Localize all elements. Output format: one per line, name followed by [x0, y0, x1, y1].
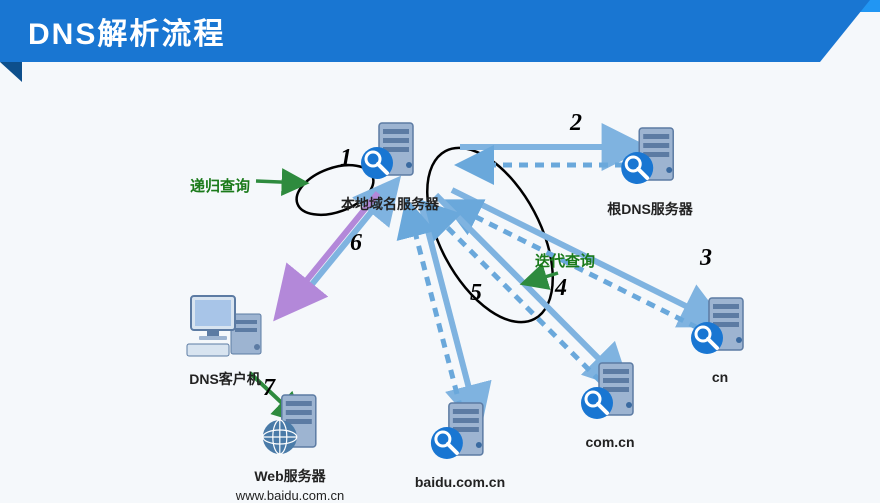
step-4: 4 — [555, 275, 567, 302]
dns-server-icon — [355, 117, 425, 187]
step-3: 3 — [700, 245, 712, 272]
node-sublabel: www.baidu.com.cn — [236, 488, 344, 503]
node-baiducomcn: baidu.com.cn — [415, 397, 505, 490]
step-7: 7 — [263, 375, 275, 402]
dns-server-icon — [615, 122, 685, 192]
node-label: Web服务器 — [236, 466, 344, 486]
page-title: DNS解析流程 — [28, 9, 225, 53]
arrow-5-reply — [408, 205, 465, 425]
node-label: 本地域名服务器 — [341, 194, 439, 214]
dns-flow-diagram: DNS客户机 本地域名服务器 根DNS服务器 cn com.cn baidu.c… — [0, 75, 880, 500]
step-2: 2 — [570, 110, 582, 137]
arrow-iterative-annot — [525, 273, 558, 283]
node-comcn: com.cn — [575, 357, 645, 450]
step-1: 1 — [340, 145, 352, 172]
node-label: 根DNS服务器 — [607, 199, 693, 219]
dns-server-icon — [685, 292, 755, 362]
arrow-5-query — [420, 200, 478, 423]
node-local-dns: 本地域名服务器 — [341, 117, 439, 214]
recursive-query-label: 递归查询 — [190, 175, 250, 196]
arrow-recursive-annot — [256, 181, 304, 183]
node-label: baidu.com.cn — [415, 474, 505, 490]
node-root-dns: 根DNS服务器 — [607, 122, 693, 219]
node-label: DNS客户机 — [185, 369, 265, 389]
node-dns-client: DNS客户机 — [185, 290, 265, 389]
title-banner: DNS解析流程 — [0, 0, 880, 75]
node-cn: cn — [685, 292, 755, 385]
step-5: 5 — [470, 280, 482, 307]
iterative-query-label: 迭代查询 — [535, 250, 595, 271]
node-web-server: Web服务器 www.baidu.com.cn — [236, 387, 344, 503]
node-label: cn — [685, 369, 755, 385]
step-6: 6 — [350, 230, 362, 257]
dns-server-icon — [425, 397, 495, 467]
pc-icon — [185, 290, 265, 362]
node-label: com.cn — [575, 434, 645, 450]
dns-server-icon — [575, 357, 645, 427]
